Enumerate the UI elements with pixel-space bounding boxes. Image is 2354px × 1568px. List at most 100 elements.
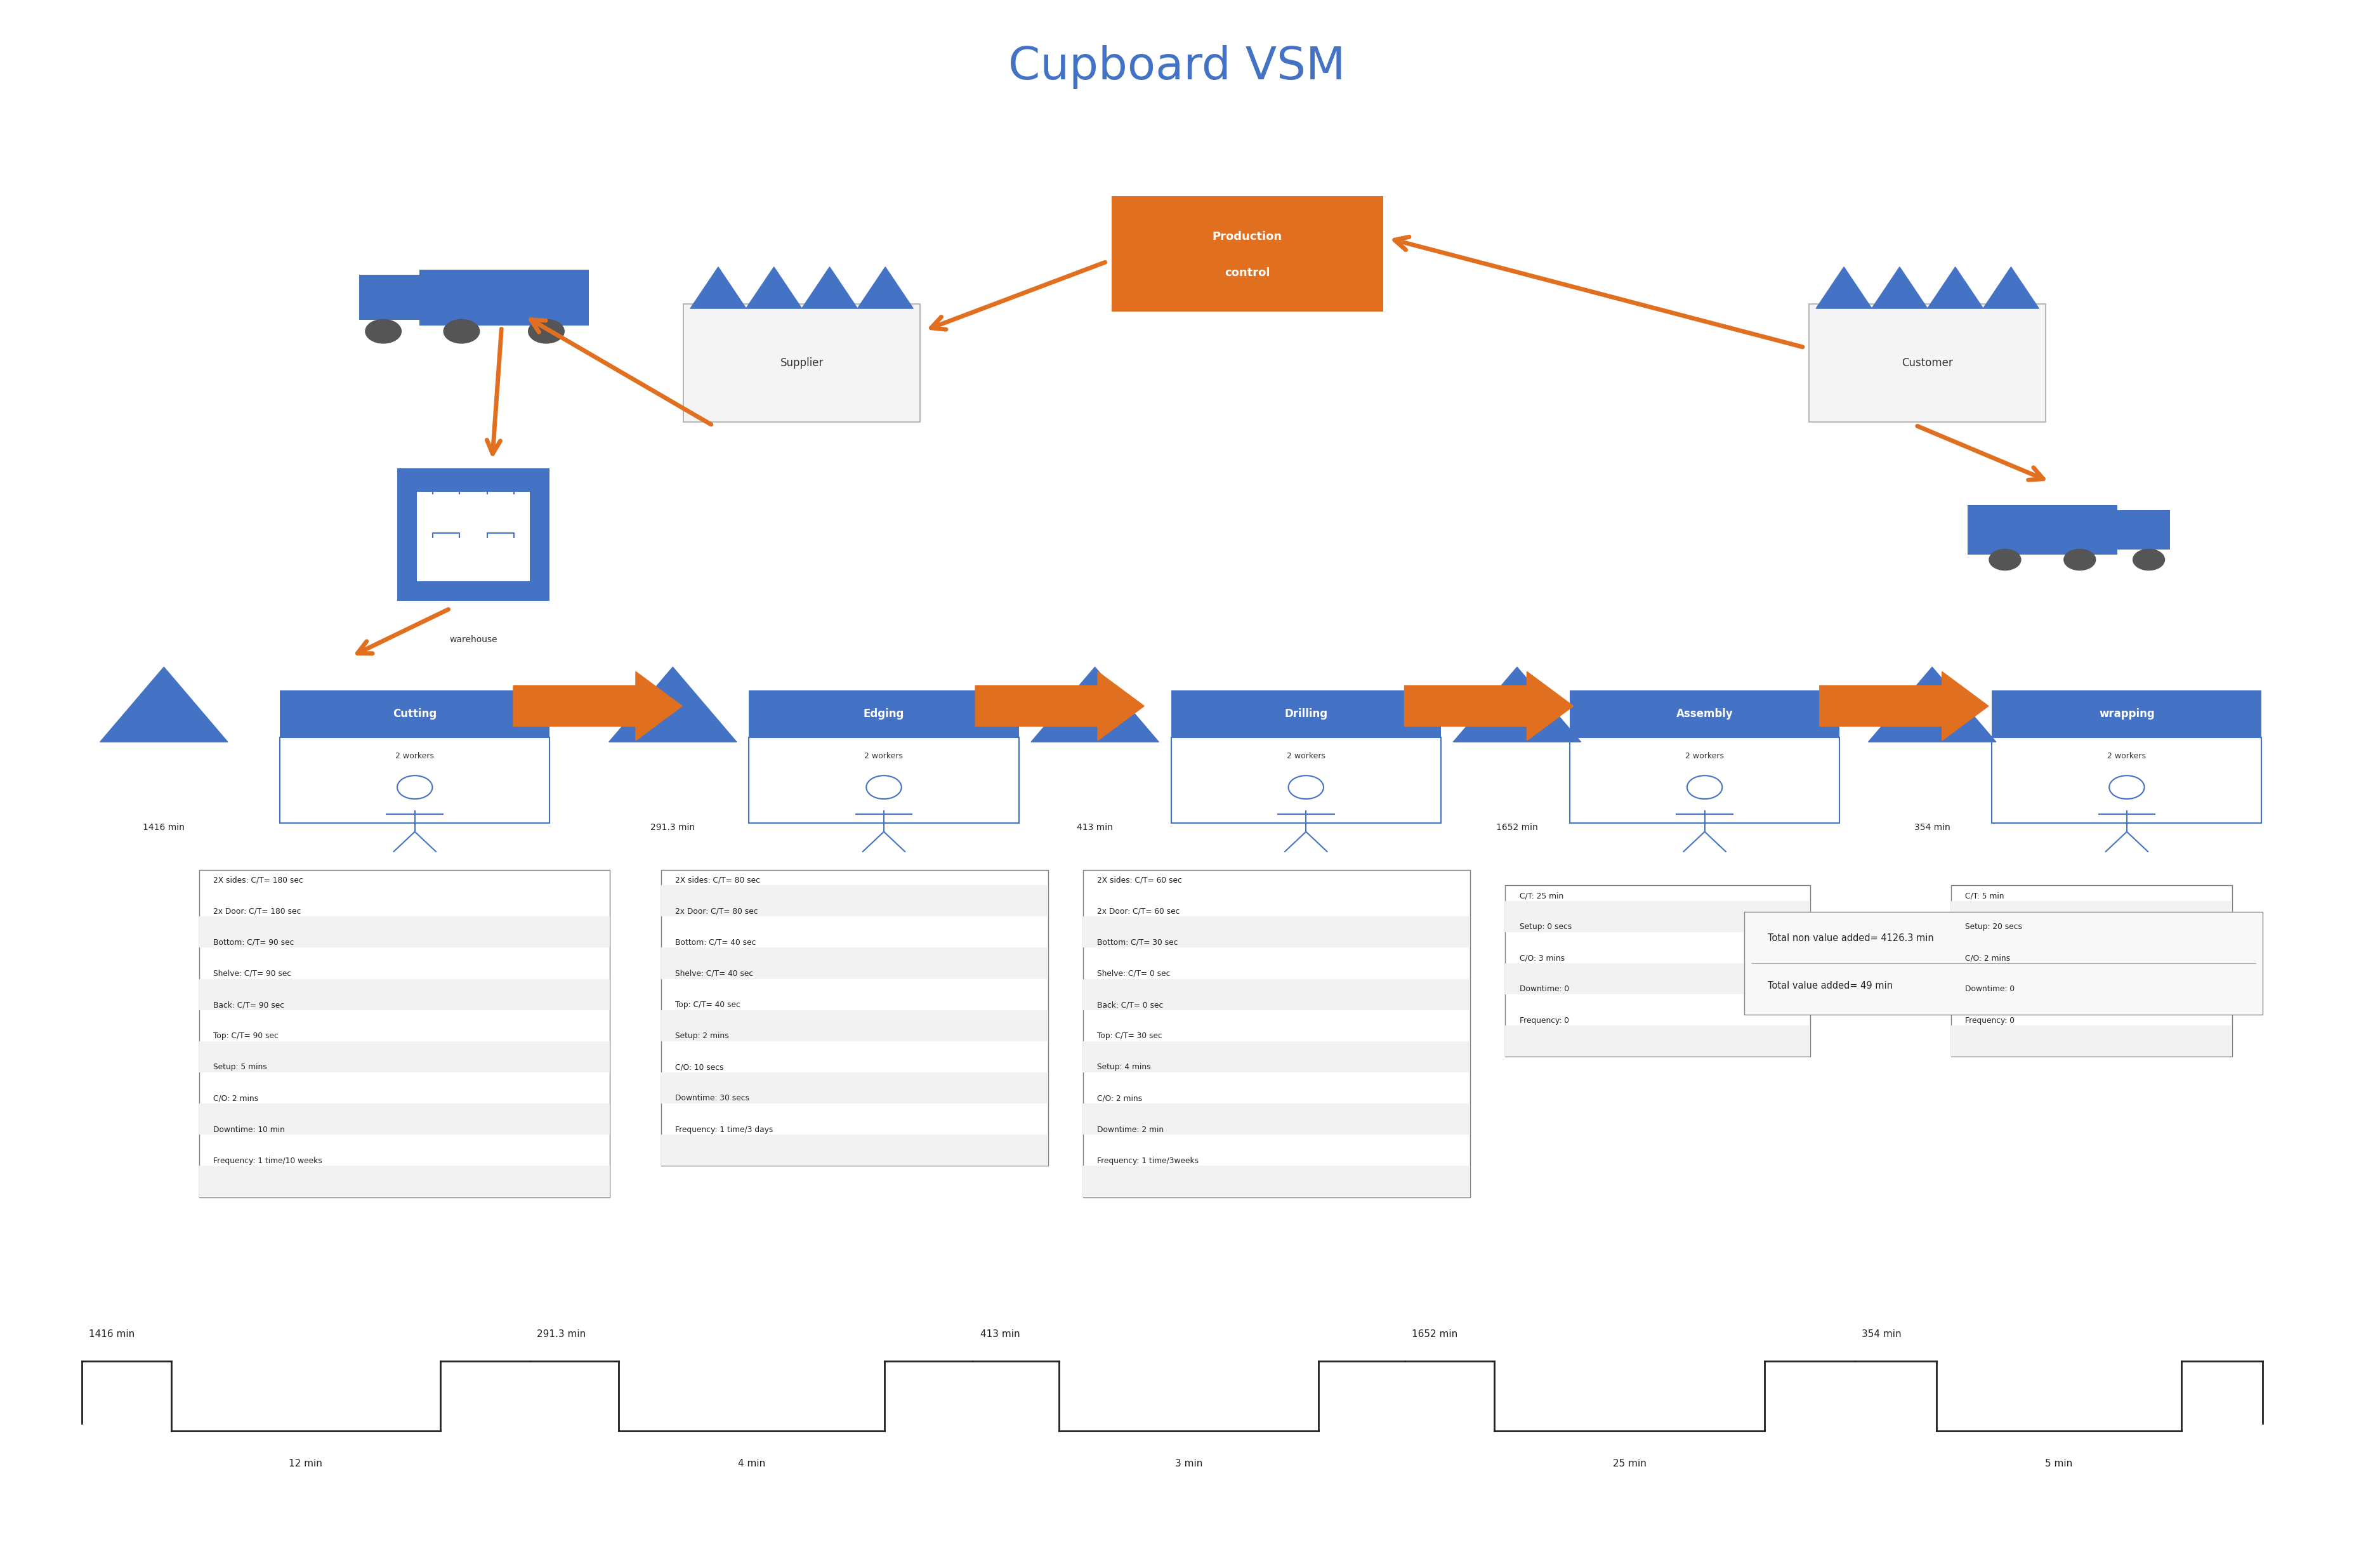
Text: 2X sides: C/T= 60 sec: 2X sides: C/T= 60 sec	[1097, 877, 1182, 884]
Polygon shape	[1928, 267, 1982, 309]
FancyBboxPatch shape	[1951, 902, 2232, 931]
FancyBboxPatch shape	[1504, 1025, 1810, 1057]
FancyBboxPatch shape	[661, 1135, 1048, 1167]
FancyBboxPatch shape	[1504, 902, 1810, 931]
Text: Setup: 5 mins: Setup: 5 mins	[214, 1063, 266, 1071]
Text: 1652 min: 1652 min	[1412, 1330, 1457, 1339]
Text: Downtime: 0: Downtime: 0	[1518, 985, 1570, 994]
FancyBboxPatch shape	[1111, 196, 1384, 312]
Text: 2x Door: C/T= 60 sec: 2x Door: C/T= 60 sec	[1097, 908, 1179, 916]
Text: 413 min: 413 min	[979, 1330, 1019, 1339]
Text: Shelve: C/T= 90 sec: Shelve: C/T= 90 sec	[214, 969, 292, 978]
FancyBboxPatch shape	[1951, 963, 2232, 994]
Polygon shape	[1031, 666, 1158, 742]
Text: Top: C/T= 40 sec: Top: C/T= 40 sec	[676, 1000, 739, 1008]
Text: 2x Door: C/T= 180 sec: 2x Door: C/T= 180 sec	[214, 908, 301, 916]
FancyBboxPatch shape	[1083, 1104, 1471, 1135]
Text: 2 workers: 2 workers	[1288, 753, 1325, 760]
Text: 2 workers: 2 workers	[1685, 753, 1723, 760]
Text: Frequency: 1 time/3 days: Frequency: 1 time/3 days	[676, 1126, 772, 1134]
FancyBboxPatch shape	[661, 886, 1048, 917]
Polygon shape	[857, 267, 913, 309]
Text: 12 min: 12 min	[290, 1460, 322, 1469]
FancyBboxPatch shape	[200, 1041, 610, 1073]
Polygon shape	[1405, 671, 1572, 740]
FancyBboxPatch shape	[200, 1104, 610, 1135]
FancyBboxPatch shape	[749, 737, 1019, 823]
Text: Cupboard VSM: Cupboard VSM	[1008, 45, 1346, 89]
Polygon shape	[610, 666, 737, 742]
Text: 4 min: 4 min	[737, 1460, 765, 1469]
FancyBboxPatch shape	[1991, 690, 2262, 737]
FancyBboxPatch shape	[2116, 510, 2170, 550]
Text: Frequency: 0: Frequency: 0	[1518, 1016, 1568, 1024]
Text: Frequency: 1 time/3weeks: Frequency: 1 time/3weeks	[1097, 1157, 1198, 1165]
Circle shape	[365, 320, 400, 343]
Text: 291.3 min: 291.3 min	[537, 1330, 586, 1339]
Circle shape	[527, 320, 565, 343]
Text: 291.3 min: 291.3 min	[650, 823, 694, 833]
Text: 354 min: 354 min	[1862, 1330, 1902, 1339]
Text: C/O: 3 mins: C/O: 3 mins	[1518, 953, 1565, 963]
FancyBboxPatch shape	[683, 304, 920, 422]
Text: Bottom: C/T= 90 sec: Bottom: C/T= 90 sec	[214, 938, 294, 947]
Text: Shelve: C/T= 40 sec: Shelve: C/T= 40 sec	[676, 969, 753, 978]
Polygon shape	[746, 267, 803, 309]
FancyBboxPatch shape	[1083, 917, 1471, 947]
FancyBboxPatch shape	[1083, 870, 1471, 1198]
Text: 1652 min: 1652 min	[1497, 823, 1537, 833]
Text: Back: C/T= 90 sec: Back: C/T= 90 sec	[214, 1000, 285, 1008]
Text: Customer: Customer	[1902, 358, 1954, 368]
Text: control: control	[1224, 267, 1271, 279]
FancyBboxPatch shape	[417, 536, 476, 582]
Polygon shape	[101, 666, 228, 742]
Text: Setup: 4 mins: Setup: 4 mins	[1097, 1063, 1151, 1071]
Polygon shape	[1452, 666, 1582, 742]
Text: Downtime: 2 min: Downtime: 2 min	[1097, 1126, 1163, 1134]
Text: Setup: 0 secs: Setup: 0 secs	[1518, 922, 1572, 931]
Text: Edging: Edging	[864, 709, 904, 720]
FancyBboxPatch shape	[661, 1073, 1048, 1104]
Text: Frequency: 0: Frequency: 0	[1966, 1016, 2015, 1024]
Circle shape	[443, 320, 480, 343]
FancyBboxPatch shape	[200, 1167, 610, 1198]
Text: 2 workers: 2 workers	[2107, 753, 2147, 760]
Text: Downtime: 10 min: Downtime: 10 min	[214, 1126, 285, 1134]
Text: Bottom: C/T= 40 sec: Bottom: C/T= 40 sec	[676, 938, 756, 947]
FancyBboxPatch shape	[398, 469, 551, 601]
FancyBboxPatch shape	[200, 917, 610, 947]
FancyBboxPatch shape	[1968, 505, 2116, 555]
Text: Downtime: 30 secs: Downtime: 30 secs	[676, 1094, 749, 1102]
Text: Frequency: 1 time/10 weeks: Frequency: 1 time/10 weeks	[214, 1157, 322, 1165]
Text: Top: C/T= 90 sec: Top: C/T= 90 sec	[214, 1032, 278, 1040]
Text: 1416 min: 1416 min	[89, 1330, 134, 1339]
Text: Setup: 2 mins: Setup: 2 mins	[676, 1032, 730, 1040]
Text: Supplier: Supplier	[779, 358, 824, 368]
Text: Total non value added= 4126.3 min: Total non value added= 4126.3 min	[1768, 933, 1935, 942]
Polygon shape	[690, 267, 746, 309]
FancyBboxPatch shape	[1951, 1025, 2232, 1057]
FancyBboxPatch shape	[1991, 737, 2262, 823]
Text: 2 workers: 2 workers	[395, 753, 433, 760]
FancyBboxPatch shape	[417, 492, 476, 538]
FancyBboxPatch shape	[200, 978, 610, 1010]
FancyBboxPatch shape	[661, 947, 1048, 978]
FancyBboxPatch shape	[661, 870, 1048, 1167]
FancyBboxPatch shape	[419, 270, 588, 326]
Circle shape	[2064, 549, 2095, 571]
FancyBboxPatch shape	[280, 690, 551, 737]
FancyBboxPatch shape	[749, 690, 1019, 737]
Text: 2x Door: C/T= 80 sec: 2x Door: C/T= 80 sec	[676, 908, 758, 916]
Text: Back: C/T= 0 sec: Back: C/T= 0 sec	[1097, 1000, 1163, 1008]
FancyBboxPatch shape	[1570, 690, 1838, 737]
Polygon shape	[803, 267, 857, 309]
Text: 2X sides: C/T= 80 sec: 2X sides: C/T= 80 sec	[676, 877, 760, 884]
Text: 25 min: 25 min	[1612, 1460, 1645, 1469]
Text: Bottom: C/T= 30 sec: Bottom: C/T= 30 sec	[1097, 938, 1177, 947]
Text: C/T: 25 min: C/T: 25 min	[1518, 892, 1563, 900]
FancyBboxPatch shape	[471, 492, 530, 538]
Text: 5 min: 5 min	[2046, 1460, 2072, 1469]
Text: Drilling: Drilling	[1285, 709, 1328, 720]
Polygon shape	[513, 671, 683, 740]
FancyBboxPatch shape	[200, 870, 610, 1198]
